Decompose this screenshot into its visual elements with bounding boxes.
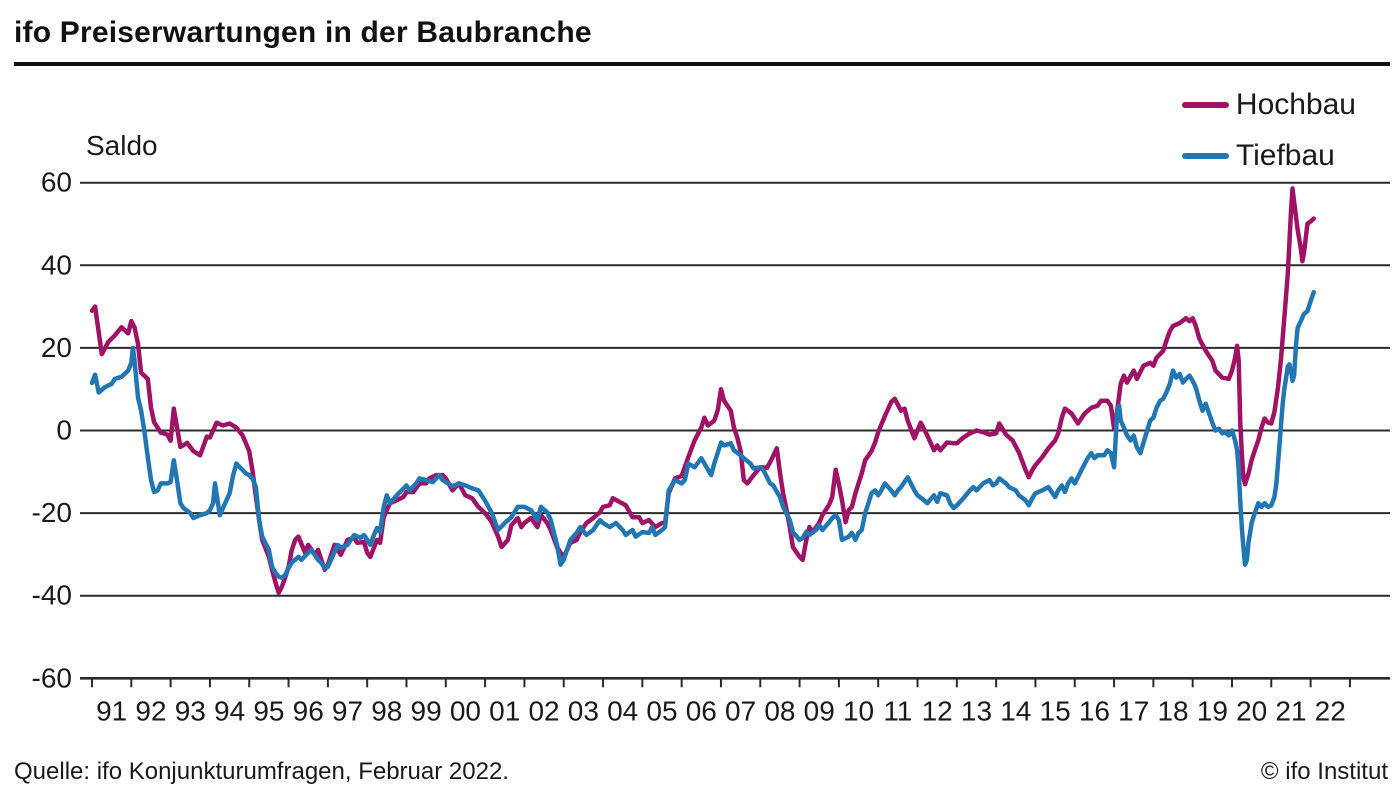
legend-label-hochbau: Hochbau — [1235, 88, 1356, 121]
x-tick-label: 98 — [371, 695, 402, 726]
y-tick-label: -40 — [32, 580, 72, 611]
x-tick-label: 14 — [1000, 695, 1031, 726]
y-tick-label: -60 — [32, 662, 72, 693]
x-tick-label: 22 — [1315, 695, 1346, 726]
x-tick-label: 97 — [332, 695, 363, 726]
legend-item-tiefbau: Tiefbau — [1181, 135, 1356, 177]
x-tick-label: 99 — [411, 695, 442, 726]
x-tick-label: 13 — [961, 695, 992, 726]
x-tick-label: 17 — [1118, 695, 1149, 726]
x-tick-label: 10 — [843, 695, 874, 726]
y-tick-label: 40 — [41, 249, 72, 280]
x-tick-label: 08 — [764, 695, 795, 726]
y-tick-label: 20 — [41, 332, 72, 363]
legend-item-hochbau: Hochbau — [1181, 84, 1356, 126]
legend-label-tiefbau: Tiefbau — [1235, 139, 1335, 172]
x-tick-label: 93 — [175, 695, 206, 726]
series-line-tiefbau — [89, 289, 1317, 581]
x-tick-label: 00 — [450, 695, 481, 726]
y-tick-label: 60 — [41, 167, 72, 198]
y-tick-label: -20 — [32, 497, 72, 528]
hochbau-line-swatch — [1181, 102, 1229, 108]
x-tick-label: 04 — [607, 695, 638, 726]
x-tick-label: 09 — [804, 695, 835, 726]
x-tick-label: 21 — [1275, 695, 1306, 726]
x-tick-label: 92 — [135, 695, 166, 726]
x-tick-label: 95 — [253, 695, 284, 726]
x-tick-label: 02 — [528, 695, 559, 726]
x-tick-label: 06 — [686, 695, 717, 726]
x-tick-label: 18 — [1157, 695, 1188, 726]
series-line-hochbau — [89, 186, 1317, 596]
x-tick-label: 94 — [214, 695, 245, 726]
x-tick-label: 01 — [489, 695, 520, 726]
x-tick-label: 20 — [1236, 695, 1267, 726]
x-tick-label: 16 — [1079, 695, 1110, 726]
y-tick-label: 0 — [56, 415, 72, 446]
x-tick-label: 91 — [96, 695, 127, 726]
x-tick-label: 11 — [883, 695, 912, 726]
copyright-note: © ifo Institut — [1260, 758, 1388, 785]
source-note: Quelle: ifo Konjunkturumfragen, Februar … — [14, 758, 509, 785]
x-tick-label: 12 — [922, 695, 953, 726]
x-tick-label: 15 — [1040, 695, 1071, 726]
page-title: ifo Preiserwartungen in der Baubranche — [14, 16, 592, 49]
y-axis-title: Saldo — [86, 130, 158, 161]
title-divider-rule — [14, 62, 1390, 66]
x-tick-label: 96 — [293, 695, 324, 726]
x-tick-label: 07 — [725, 695, 756, 726]
chart-legend: Hochbau Tiefbau — [1181, 84, 1356, 177]
x-tick-label: 19 — [1197, 695, 1228, 726]
x-tick-label: 05 — [646, 695, 677, 726]
x-tick-label: 03 — [568, 695, 599, 726]
tiefbau-line-swatch — [1181, 153, 1229, 159]
